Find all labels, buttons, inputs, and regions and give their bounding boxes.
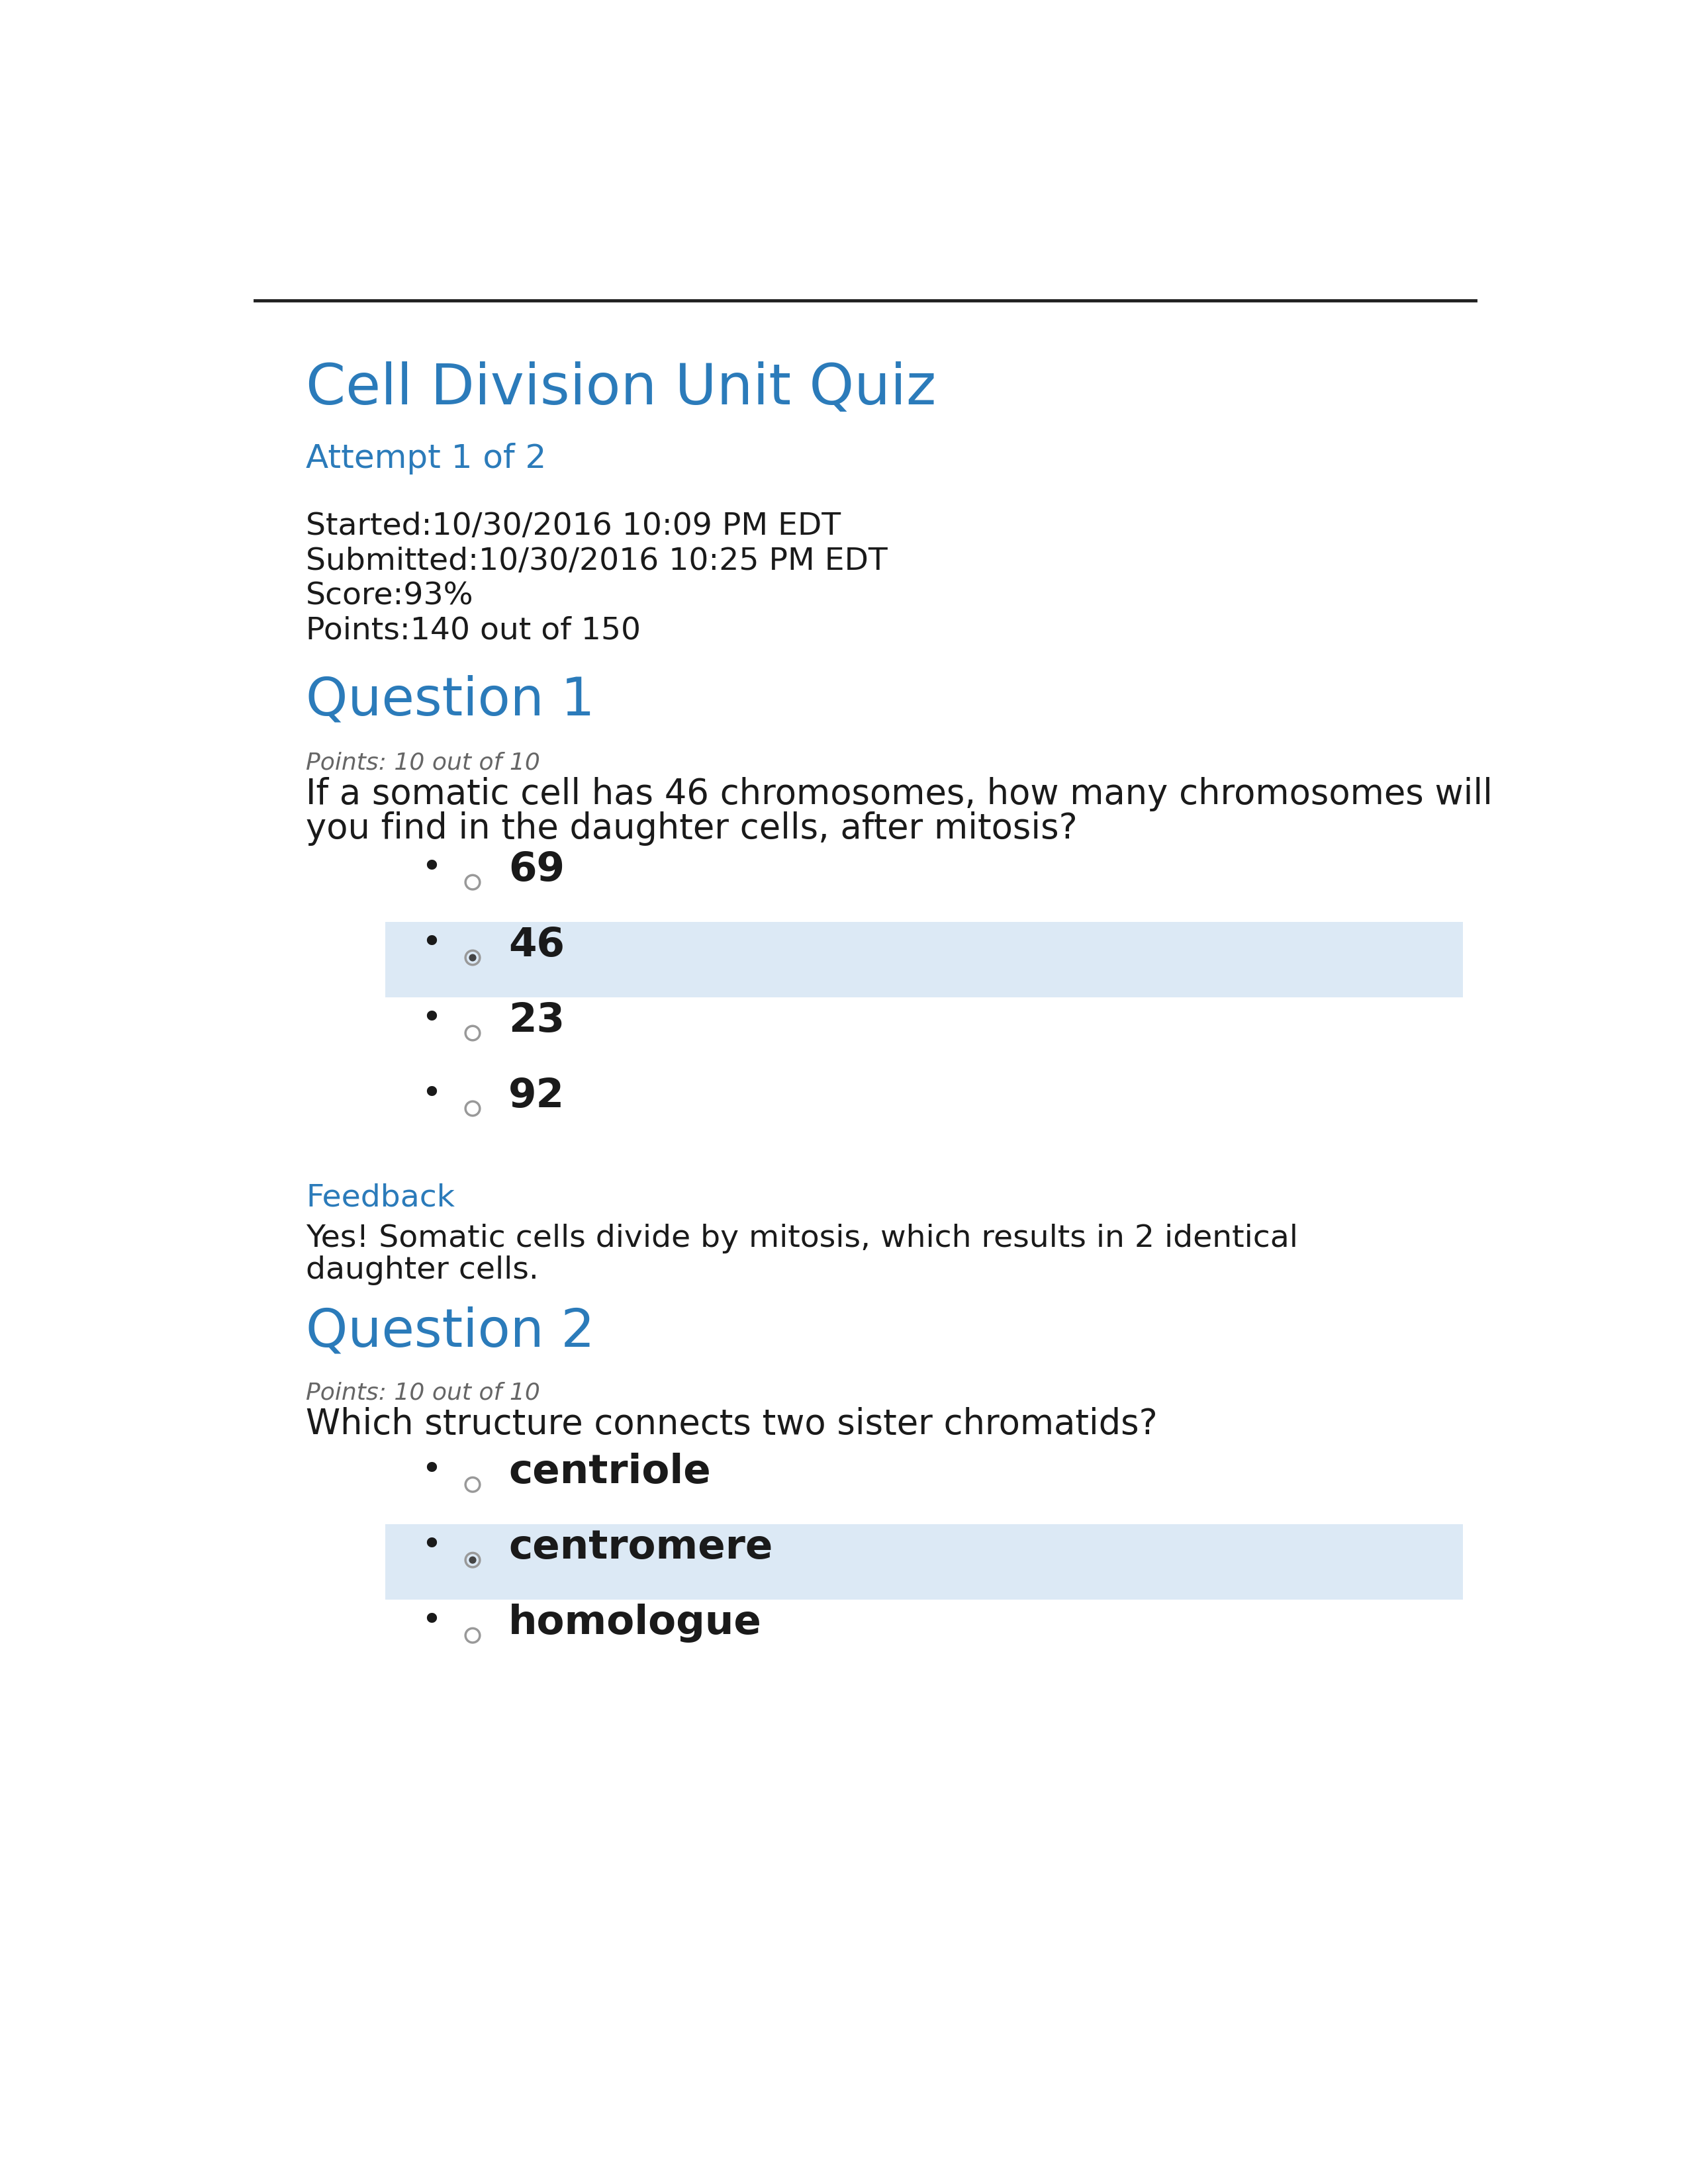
Text: Which structure connects two sister chromatids?: Which structure connects two sister chro… <box>306 1406 1158 1441</box>
Text: Submitted:10/30/2016 10:25 PM EDT: Submitted:10/30/2016 10:25 PM EDT <box>306 546 888 577</box>
Text: Question 1: Question 1 <box>306 675 594 727</box>
Text: Started:10/30/2016 10:09 PM EDT: Started:10/30/2016 10:09 PM EDT <box>306 511 841 542</box>
Circle shape <box>469 954 476 961</box>
Text: Points: 10 out of 10: Points: 10 out of 10 <box>306 1382 540 1404</box>
Text: Feedback: Feedback <box>306 1184 454 1212</box>
Text: •: • <box>422 1002 442 1035</box>
Text: •: • <box>422 1603 442 1638</box>
Text: •: • <box>422 1452 442 1487</box>
Bar <box>385 1524 1463 1599</box>
Text: 92: 92 <box>508 1077 565 1116</box>
Text: centriole: centriole <box>508 1452 711 1492</box>
Text: daughter cells.: daughter cells. <box>306 1256 538 1284</box>
Text: Yes! Somatic cells divide by mitosis, which results in 2 identical: Yes! Somatic cells divide by mitosis, wh… <box>306 1223 1298 1254</box>
Text: Attempt 1 of 2: Attempt 1 of 2 <box>306 443 547 474</box>
Circle shape <box>469 1557 476 1564</box>
Text: 23: 23 <box>508 1002 565 1040</box>
Text: Points:140 out of 150: Points:140 out of 150 <box>306 616 641 646</box>
Text: •: • <box>422 1077 442 1112</box>
Text: If a somatic cell has 46 chromosomes, how many chromosomes will: If a somatic cell has 46 chromosomes, ho… <box>306 778 1492 810</box>
Text: Cell Division Unit Quiz: Cell Division Unit Quiz <box>306 360 937 417</box>
Text: 46: 46 <box>508 926 565 965</box>
Text: you find in the daughter cells, after mitosis?: you find in the daughter cells, after mi… <box>306 812 1077 845</box>
Text: •: • <box>422 1529 442 1564</box>
Text: Question 2: Question 2 <box>306 1306 594 1358</box>
Text: centromere: centromere <box>508 1529 773 1568</box>
Text: homologue: homologue <box>508 1603 761 1642</box>
Bar <box>385 922 1463 998</box>
Text: Score:93%: Score:93% <box>306 581 474 612</box>
Text: •: • <box>422 850 442 885</box>
Text: •: • <box>422 926 442 961</box>
Text: Points: 10 out of 10: Points: 10 out of 10 <box>306 751 540 773</box>
Text: 69: 69 <box>508 850 565 889</box>
